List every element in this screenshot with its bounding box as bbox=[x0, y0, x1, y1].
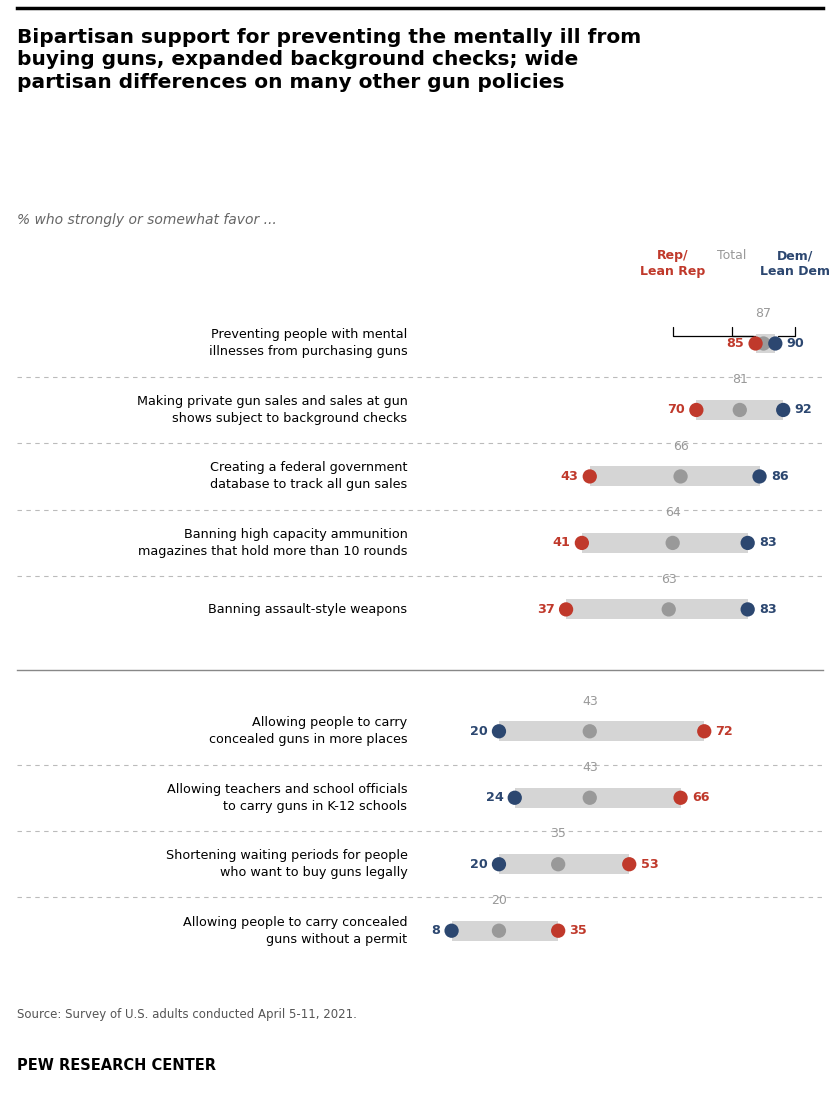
Text: 41: 41 bbox=[553, 536, 570, 550]
Text: 83: 83 bbox=[759, 603, 777, 616]
Text: 8: 8 bbox=[432, 924, 440, 937]
Text: 35: 35 bbox=[570, 924, 587, 937]
Text: % who strongly or somewhat favor ...: % who strongly or somewhat favor ... bbox=[17, 213, 276, 227]
Text: 66: 66 bbox=[692, 791, 710, 804]
Text: 72: 72 bbox=[716, 725, 733, 738]
Text: Source: Survey of U.S. adults conducted April 5-11, 2021.: Source: Survey of U.S. adults conducted … bbox=[17, 1008, 357, 1022]
Text: PEW RESEARCH CENTER: PEW RESEARCH CENTER bbox=[17, 1058, 216, 1074]
Text: 86: 86 bbox=[771, 470, 789, 483]
Text: 66: 66 bbox=[673, 440, 689, 453]
Text: 63: 63 bbox=[661, 573, 676, 586]
Text: Rep/
Lean Rep: Rep/ Lean Rep bbox=[640, 249, 706, 278]
Text: 24: 24 bbox=[486, 791, 503, 804]
Text: 20: 20 bbox=[470, 858, 487, 871]
Text: 43: 43 bbox=[560, 470, 579, 483]
Text: Banning assault-style weapons: Banning assault-style weapons bbox=[208, 603, 407, 616]
Text: Bipartisan support for preventing the mentally ill from
buying guns, expanded ba: Bipartisan support for preventing the me… bbox=[17, 28, 641, 92]
Text: 64: 64 bbox=[664, 506, 680, 520]
Text: Creating a federal government
database to track all gun sales: Creating a federal government database t… bbox=[210, 461, 407, 492]
Text: 87: 87 bbox=[755, 307, 771, 320]
Text: Allowing people to carry
concealed guns in more places: Allowing people to carry concealed guns … bbox=[209, 716, 407, 747]
Text: Dem/
Lean Dem: Dem/ Lean Dem bbox=[760, 249, 830, 278]
Text: 43: 43 bbox=[582, 761, 597, 774]
Text: 81: 81 bbox=[732, 373, 748, 387]
Text: Preventing people with mental
illnesses from purchasing guns: Preventing people with mental illnesses … bbox=[208, 328, 407, 359]
Text: 35: 35 bbox=[550, 828, 566, 841]
Text: 92: 92 bbox=[795, 403, 812, 417]
Text: 43: 43 bbox=[582, 695, 597, 708]
Text: Making private gun sales and sales at gun
shows subject to background checks: Making private gun sales and sales at gu… bbox=[137, 394, 407, 425]
Text: 85: 85 bbox=[727, 337, 744, 350]
Text: Banning high capacity ammunition
magazines that hold more than 10 rounds: Banning high capacity ammunition magazin… bbox=[138, 527, 407, 558]
Text: 20: 20 bbox=[470, 725, 487, 738]
Text: 20: 20 bbox=[491, 894, 507, 907]
Text: Allowing teachers and school officials
to carry guns in K-12 schools: Allowing teachers and school officials t… bbox=[167, 782, 407, 813]
Text: Total: Total bbox=[717, 249, 747, 263]
Text: Shortening waiting periods for people
who want to buy guns legally: Shortening waiting periods for people wh… bbox=[165, 849, 407, 880]
Text: 83: 83 bbox=[759, 536, 777, 550]
Text: 90: 90 bbox=[786, 337, 805, 350]
Text: 53: 53 bbox=[641, 858, 659, 871]
Text: Allowing people to carry concealed
guns without a permit: Allowing people to carry concealed guns … bbox=[183, 915, 407, 946]
Text: 37: 37 bbox=[537, 603, 554, 616]
Text: 70: 70 bbox=[667, 403, 685, 417]
